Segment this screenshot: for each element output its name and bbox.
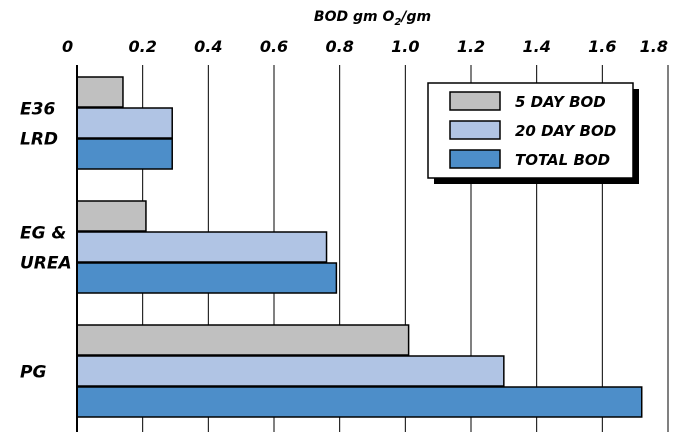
bar-total-bod bbox=[76, 262, 338, 294]
legend-label: TOTAL BOD bbox=[515, 151, 610, 169]
legend-swatch bbox=[449, 91, 501, 111]
x-axis-title-suffix: /gm bbox=[399, 9, 431, 25]
legend-swatch bbox=[449, 149, 501, 169]
x-tick-label: 0 bbox=[62, 37, 73, 56]
bar-total-bod bbox=[76, 386, 643, 418]
category-label: EG & bbox=[20, 224, 66, 244]
x-tick-label: 1.4 bbox=[522, 37, 550, 56]
x-tick-label: 1.2 bbox=[457, 37, 485, 56]
bar-5-day-bod bbox=[76, 200, 147, 232]
bar-total-bod bbox=[76, 138, 173, 170]
x-tick-labels: 0 0.2 0.4 0.6 0.8 1.0 1.2 1.4 1.6 1.8 bbox=[62, 37, 668, 56]
bar-20-day-bod bbox=[76, 107, 173, 139]
bar-20-day-bod bbox=[76, 231, 328, 263]
legend: 5 DAY BOD 20 DAY BOD TOTAL BOD bbox=[427, 82, 639, 184]
x-tick-label: 1.6 bbox=[588, 37, 616, 56]
x-tick-label: 0.8 bbox=[325, 37, 353, 56]
legend-label: 5 DAY BOD bbox=[515, 93, 606, 111]
x-tick-label: 0.4 bbox=[194, 37, 222, 56]
category-label: E36 bbox=[20, 100, 55, 120]
x-axis-title-main: BOD gm O bbox=[314, 9, 395, 25]
legend-label: 20 DAY BOD bbox=[515, 122, 616, 140]
bars bbox=[76, 76, 643, 418]
x-tick-label: 0.6 bbox=[260, 37, 288, 56]
x-tick-label: 1.8 bbox=[640, 37, 668, 56]
category-label: PG bbox=[20, 363, 46, 383]
legend-swatch bbox=[449, 120, 501, 140]
bar-20-day-bod bbox=[76, 355, 505, 387]
x-axis-title-subscript: 2 bbox=[394, 17, 401, 28]
category-label: UREA bbox=[20, 254, 72, 274]
category-label: LRD bbox=[20, 130, 58, 150]
bar-5-day-bod bbox=[76, 76, 124, 108]
x-tick-label: 1.0 bbox=[391, 37, 419, 56]
category-labels: E36 LRD EG & UREA PG bbox=[20, 100, 72, 383]
bar-5-day-bod bbox=[76, 324, 410, 356]
x-tick-label: 0.2 bbox=[128, 37, 156, 56]
x-axis-title: BOD gm O2/gm bbox=[314, 9, 431, 28]
